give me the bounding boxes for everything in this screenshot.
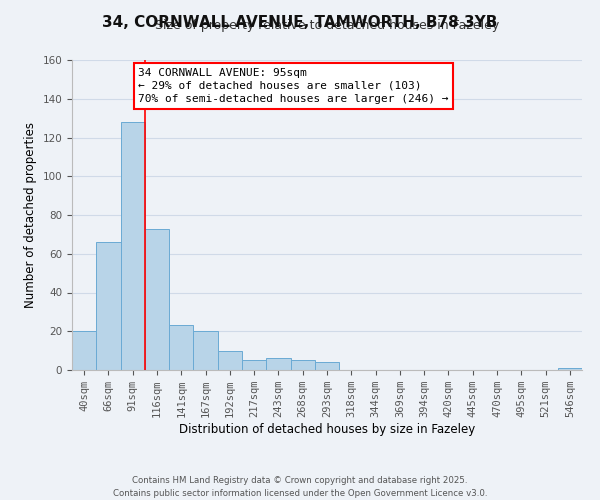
Y-axis label: Number of detached properties: Number of detached properties	[24, 122, 37, 308]
Bar	[96, 242, 121, 370]
Bar	[290, 360, 315, 370]
Bar	[218, 350, 242, 370]
Bar	[193, 331, 218, 370]
Bar	[145, 228, 169, 370]
Title: Size of property relative to detached houses in Fazeley: Size of property relative to detached ho…	[155, 20, 499, 32]
Bar	[266, 358, 290, 370]
Text: 34, CORNWALL AVENUE, TAMWORTH, B78 3YB: 34, CORNWALL AVENUE, TAMWORTH, B78 3YB	[103, 15, 497, 30]
Bar	[242, 360, 266, 370]
Text: Contains HM Land Registry data © Crown copyright and database right 2025.
Contai: Contains HM Land Registry data © Crown c…	[113, 476, 487, 498]
Bar	[315, 362, 339, 370]
Bar	[121, 122, 145, 370]
Bar	[558, 368, 582, 370]
Text: 34 CORNWALL AVENUE: 95sqm
← 29% of detached houses are smaller (103)
70% of semi: 34 CORNWALL AVENUE: 95sqm ← 29% of detac…	[139, 68, 449, 104]
X-axis label: Distribution of detached houses by size in Fazeley: Distribution of detached houses by size …	[179, 423, 475, 436]
Bar	[72, 331, 96, 370]
Bar	[169, 326, 193, 370]
